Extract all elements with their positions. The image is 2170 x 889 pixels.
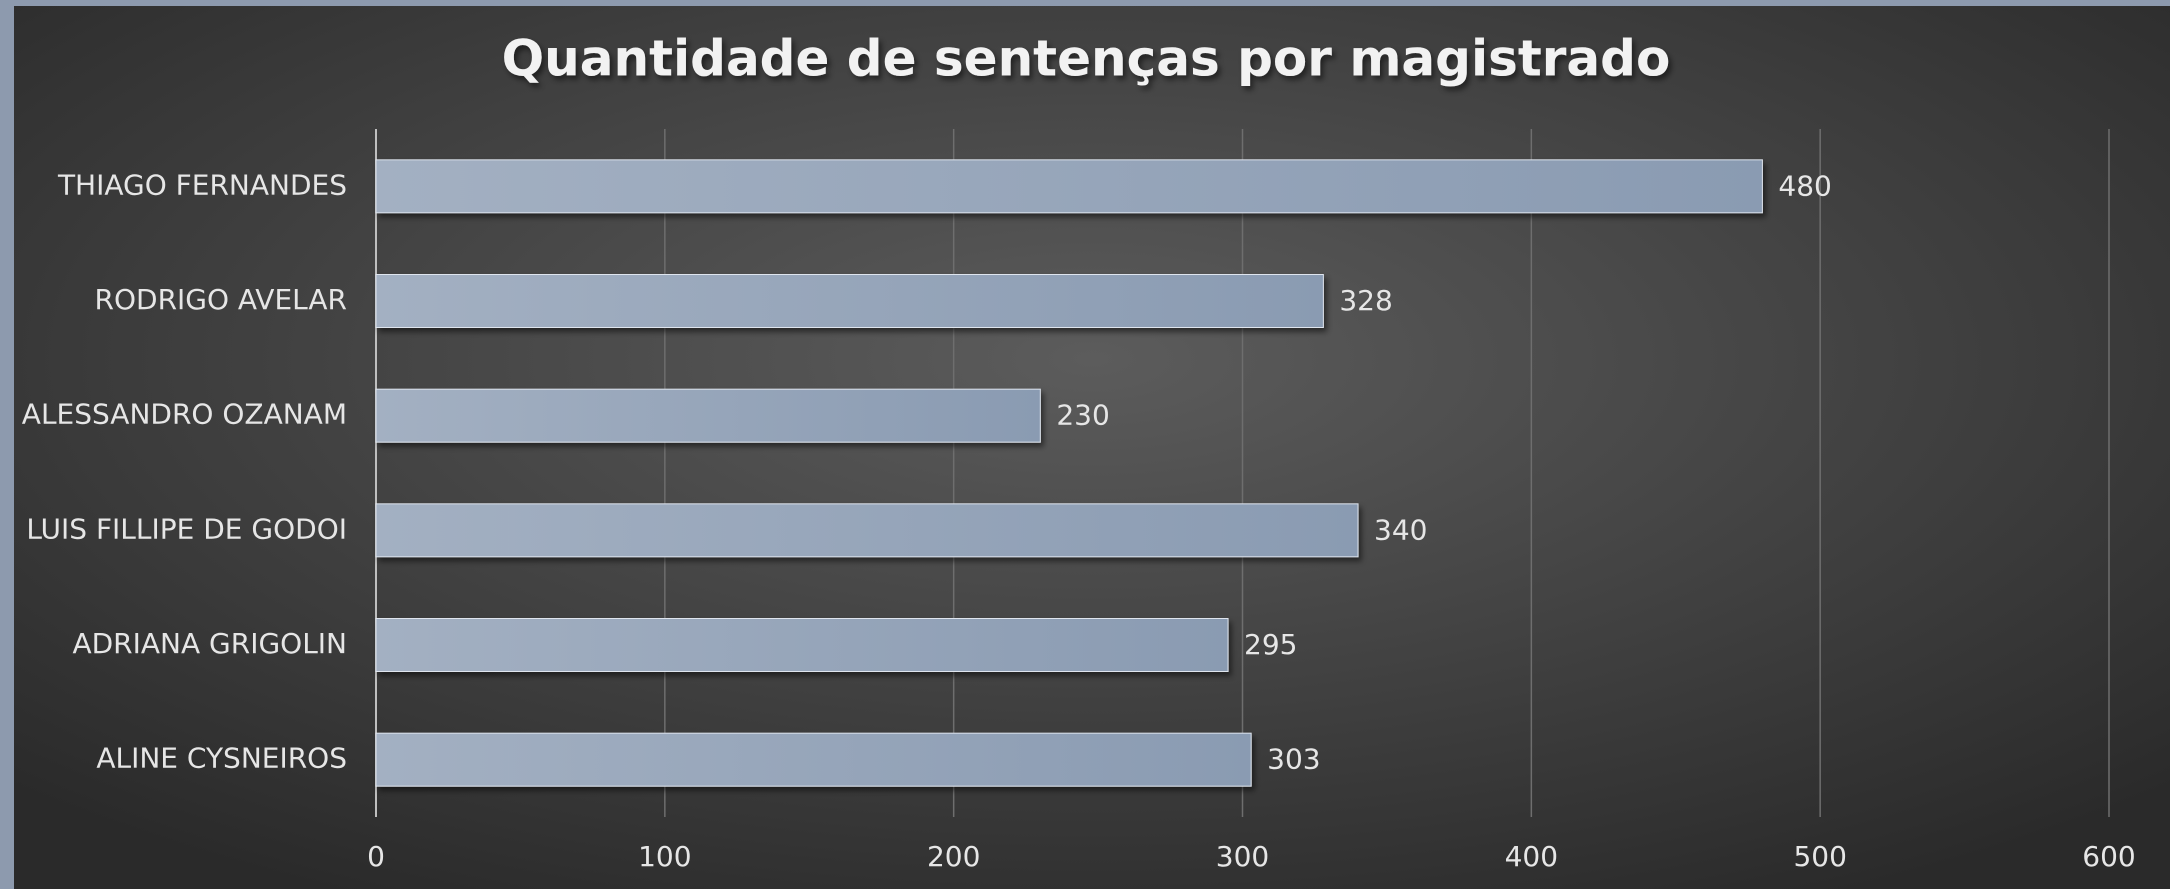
x-tick-label: 300 (1216, 840, 1269, 873)
bar (375, 388, 1041, 443)
x-tick-label: 500 (1793, 840, 1846, 873)
y-tick-label: THIAGO FERNANDES (57, 168, 347, 201)
bar (375, 274, 1324, 328)
x-tick-label: 600 (2082, 840, 2135, 873)
data-label: 295 (1244, 628, 1297, 661)
y-tick-label: ADRIANA GRIGOLIN (72, 627, 347, 660)
x-tick-label: 0 (367, 840, 385, 873)
bar (375, 159, 1763, 214)
data-label: 340 (1374, 513, 1427, 546)
y-tick-label: ALINE CYSNEIROS (96, 742, 347, 775)
bar (375, 618, 1229, 672)
x-tick-label: 200 (927, 840, 980, 873)
x-tick-label: 100 (638, 840, 691, 873)
data-label: 480 (1778, 169, 1831, 202)
y-tick-label: RODRIGO AVELAR (95, 283, 347, 316)
data-label: 328 (1339, 284, 1392, 317)
data-label: 303 (1267, 743, 1320, 776)
y-tick-label: LUIS FILLIPE DE GODOI (26, 512, 347, 545)
x-tick-label: 400 (1505, 840, 1558, 873)
bar (375, 732, 1252, 787)
data-label: 230 (1056, 399, 1109, 432)
y-tick-label: ALESSANDRO OZANAM (22, 398, 347, 431)
bar (375, 503, 1359, 558)
chart-title: Quantidade de sentenças por magistrado (502, 30, 1671, 88)
